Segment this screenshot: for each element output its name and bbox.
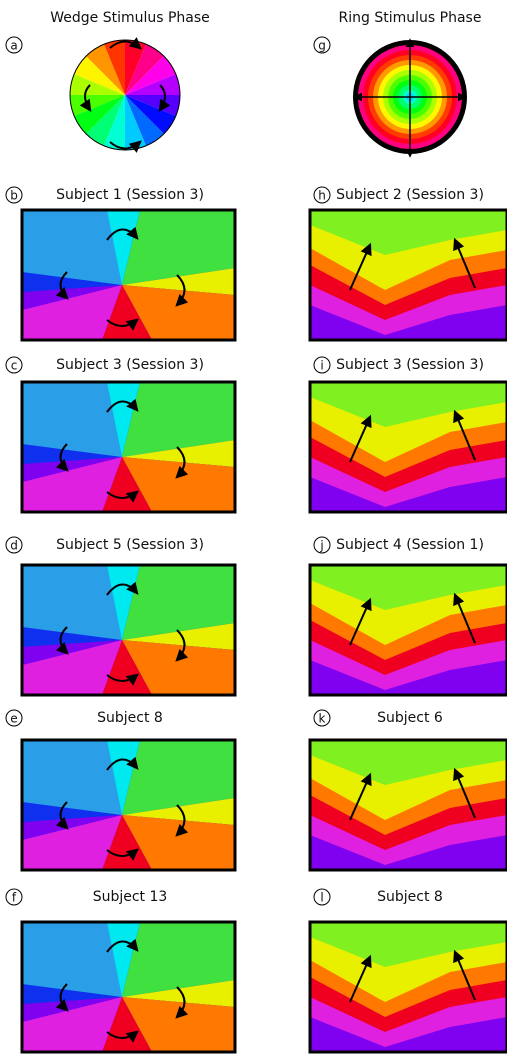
wedge-sector	[125, 44, 164, 95]
right-phase-map	[310, 922, 507, 1052]
panel-letter-circle	[5, 709, 23, 727]
panel-letter-circle	[5, 186, 23, 204]
panel-letter: j	[319, 539, 323, 553]
panel-letter-circle	[5, 536, 23, 554]
panel-title: Subject 1 (Session 3)	[56, 187, 204, 203]
wedge-sector	[125, 95, 176, 134]
wedge-sector	[103, 95, 125, 150]
panel-letter: b	[10, 189, 18, 203]
left-phase-map	[22, 382, 235, 512]
panel-letter-circle	[5, 356, 23, 374]
left-phase-map	[22, 565, 235, 695]
wedge-sector	[125, 40, 147, 95]
panel-title: Subject 3 (Session 3)	[56, 357, 204, 373]
panel-letter: l	[320, 891, 323, 905]
panel-title: Subject 2 (Session 3)	[336, 187, 484, 203]
right-phase-map	[310, 382, 507, 512]
wedge-outline	[69, 39, 181, 151]
panel-letter: e	[10, 712, 17, 726]
panel-letter: i	[320, 359, 323, 373]
right-phase-map	[310, 740, 507, 870]
right-phase-map	[310, 565, 507, 695]
wedge-sector	[86, 95, 125, 146]
panel-letter-circle	[313, 356, 331, 374]
right-phase-map	[310, 210, 507, 340]
panel-letter-circle	[313, 536, 331, 554]
wedge-arrow	[109, 37, 142, 50]
left-phase-map	[22, 740, 235, 870]
wedge-sector	[125, 56, 176, 95]
panel-letter: f	[12, 891, 17, 905]
panel-letter: c	[11, 359, 18, 373]
wedge-sector	[74, 95, 125, 134]
panel-letter-circle	[313, 36, 331, 54]
panel-letter-circle	[5, 888, 23, 906]
wedge-sector	[125, 95, 147, 150]
wedge-sector	[70, 73, 125, 95]
panel-letter-circle	[313, 709, 331, 727]
panel-letter: k	[319, 712, 326, 726]
panel-title: Subject 4 (Session 1)	[336, 537, 484, 553]
wedge-sector	[103, 40, 125, 95]
left-phase-map	[22, 922, 235, 1052]
panel-letter: h	[318, 189, 326, 203]
panel-title: Subject 6	[377, 710, 443, 726]
panel-letter: d	[10, 539, 18, 553]
panel-letter: a	[10, 39, 17, 53]
wedge-sector	[74, 56, 125, 95]
panel-title: Subject 13	[93, 889, 168, 905]
panel-title: Wedge Stimulus Phase	[50, 10, 210, 26]
wedge-sector	[86, 44, 125, 95]
panel-letter-circle	[313, 888, 331, 906]
panel-title: Subject 5 (Session 3)	[56, 537, 204, 553]
panel-title: Subject 8	[377, 889, 443, 905]
panel-title: Ring Stimulus Phase	[339, 10, 482, 26]
wedge-sector	[125, 95, 164, 146]
wedge-arrow	[79, 84, 92, 112]
panel-letter: g	[318, 39, 326, 53]
panel-title: Subject 8	[97, 710, 163, 726]
left-phase-map	[22, 210, 235, 340]
wedge-arrow	[158, 84, 171, 112]
wedge-sector	[125, 73, 180, 95]
panel-letter-circle	[5, 36, 23, 54]
panel-letter-circle	[313, 186, 331, 204]
wedge-arrow	[109, 140, 142, 153]
panel-title: Subject 3 (Session 3)	[336, 357, 484, 373]
